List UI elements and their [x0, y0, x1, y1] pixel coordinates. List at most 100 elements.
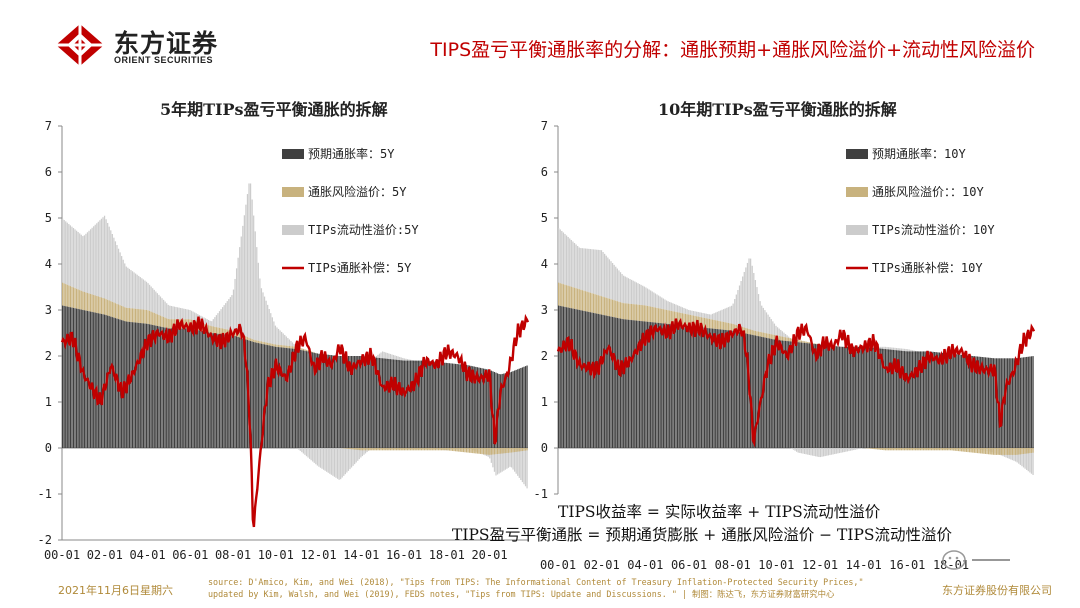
- risk-premium-bar: [372, 448, 374, 451]
- expected-inflation-bar: [811, 343, 814, 448]
- liquidity-premium-bar: [651, 291, 653, 307]
- expected-inflation-bar: [71, 307, 73, 448]
- risk-premium-bar: [573, 287, 576, 309]
- risk-premium-bar: [288, 345, 291, 349]
- liquidity-premium-bar: [700, 312, 703, 318]
- liquidity-premium-bar: [832, 448, 834, 455]
- footer-date: 2021年11月6日星期六: [58, 584, 173, 597]
- risk-premium-bar: [162, 316, 165, 328]
- liquidity-premium-bar: [803, 448, 806, 454]
- expected-inflation-bar: [301, 350, 303, 448]
- legend-label: TIPs通胀补偿：10Y: [872, 260, 983, 275]
- x-tick-label: 16-01: [889, 558, 925, 570]
- liquidity-premium-bar: [762, 307, 764, 333]
- risk-premium-bar: [807, 341, 809, 344]
- risk-premium-bar: [388, 448, 390, 451]
- expected-inflation-bar: [430, 361, 432, 448]
- expected-inflation-bar: [420, 360, 423, 448]
- risk-premium-bar: [643, 305, 645, 322]
- x-tick-label: 18-01: [429, 548, 465, 562]
- y-tick-label: 1: [541, 395, 548, 409]
- liquidity-premium-bar: [86, 232, 89, 293]
- expected-inflation-bar: [911, 351, 914, 448]
- x-tick-label: 10-01: [758, 558, 794, 570]
- risk-premium-bar: [127, 307, 129, 322]
- risk-premium-bar: [439, 448, 441, 451]
- liquidity-premium-bar: [329, 448, 331, 474]
- risk-premium-bar: [270, 343, 272, 346]
- expected-inflation-bar: [427, 360, 429, 448]
- expected-inflation-bar: [826, 345, 828, 448]
- liquidity-premium-bar: [251, 199, 253, 339]
- legend-swatch: [846, 187, 868, 197]
- risk-premium-bar: [456, 448, 458, 452]
- risk-premium-bar: [77, 289, 79, 309]
- expected-inflation-bar: [970, 355, 972, 448]
- risk-premium-bar: [124, 307, 126, 322]
- liquidity-premium-bar: [221, 307, 224, 329]
- liquidity-premium-bar: [580, 248, 582, 290]
- liquidity-premium-bar: [786, 335, 788, 338]
- liquidity-premium-bar: [800, 448, 803, 454]
- liquidity-premium-bar: [618, 270, 620, 302]
- footer-company: 东方证券股份有限公司: [942, 584, 1052, 597]
- liquidity-premium-bar: [220, 309, 222, 329]
- liquidity-premium-bar: [759, 301, 761, 332]
- liquidity-premium-bar: [136, 274, 138, 309]
- liquidity-premium-bar: [377, 354, 379, 361]
- risk-premium-bar: [749, 329, 752, 335]
- liquidity-premium-bar: [1024, 448, 1026, 469]
- expected-inflation-bar: [724, 329, 726, 448]
- expected-inflation-bar: [385, 358, 387, 448]
- expected-inflation-bar: [784, 340, 787, 448]
- expected-inflation-bar: [686, 325, 688, 448]
- liquidity-premium-bar: [392, 354, 395, 362]
- liquidity-premium-bar: [835, 448, 837, 454]
- expected-inflation-bar: [162, 327, 165, 448]
- expected-inflation-bar: [635, 320, 638, 448]
- risk-premium-bar: [405, 448, 407, 451]
- risk-premium-bar: [1022, 448, 1025, 454]
- expected-inflation-bar: [386, 358, 388, 448]
- expected-inflation-bar: [673, 324, 676, 448]
- risk-premium-bar: [650, 306, 652, 323]
- expected-inflation-bar: [156, 325, 158, 448]
- expected-inflation-bar: [726, 330, 728, 448]
- expected-inflation-bar: [929, 351, 931, 448]
- expected-inflation-bar: [594, 313, 596, 448]
- legend-swatch: [282, 149, 304, 159]
- liquidity-premium-bar: [77, 232, 79, 290]
- expected-inflation-bar: [872, 347, 874, 448]
- risk-premium-bar: [948, 448, 950, 451]
- expected-inflation-bar: [891, 349, 893, 448]
- expected-inflation-bar: [654, 322, 657, 448]
- risk-premium-bar: [876, 448, 879, 450]
- risk-premium-bar: [880, 448, 882, 450]
- liquidity-premium-bar: [164, 301, 166, 318]
- liquidity-premium-bar: [138, 275, 140, 310]
- liquidity-premium-bar: [237, 257, 239, 333]
- expected-inflation-bar: [184, 328, 186, 448]
- risk-premium-bar: [284, 345, 286, 348]
- risk-premium-bar: [618, 301, 620, 319]
- expected-inflation-bar: [662, 323, 664, 448]
- legend-swatch: [846, 225, 868, 235]
- liquidity-premium-bar: [645, 287, 647, 306]
- expected-inflation-bar: [133, 322, 135, 448]
- risk-premium-bar: [86, 292, 89, 311]
- liquidity-premium-bar: [791, 448, 793, 449]
- expected-inflation-bar: [965, 355, 968, 448]
- liquidity-premium-bar: [659, 296, 661, 309]
- expected-inflation-bar: [436, 361, 438, 448]
- risk-premium-bar: [476, 448, 478, 454]
- risk-premium-bar: [870, 448, 872, 449]
- risk-premium-bar: [166, 318, 168, 328]
- liquidity-premium-bar: [141, 278, 143, 310]
- expected-inflation-bar: [361, 356, 364, 448]
- legend-label: 预期通胀率：5Y: [308, 146, 395, 161]
- expected-inflation-bar: [478, 367, 480, 448]
- risk-premium-bar: [558, 282, 560, 306]
- expected-inflation-bar: [181, 328, 183, 448]
- liquidity-premium-bar: [849, 448, 852, 451]
- expected-inflation-bar: [428, 361, 430, 448]
